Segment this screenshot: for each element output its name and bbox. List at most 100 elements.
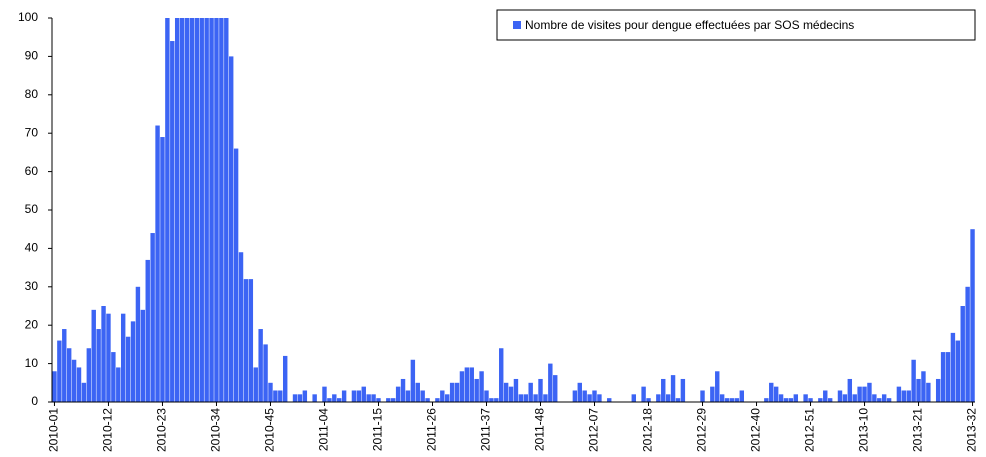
bar xyxy=(278,390,283,402)
bar xyxy=(209,18,214,402)
bar xyxy=(258,329,263,402)
y-tick-label: 60 xyxy=(25,164,39,178)
bar xyxy=(474,378,479,402)
bar xyxy=(228,56,234,402)
bar xyxy=(592,390,597,402)
bar xyxy=(415,382,420,402)
bar xyxy=(538,378,543,402)
bar xyxy=(238,252,244,402)
bar xyxy=(837,390,843,402)
bar xyxy=(440,390,445,402)
bar xyxy=(494,398,499,402)
bar xyxy=(847,378,853,402)
x-tick-label: 2011-15 xyxy=(371,408,385,451)
legend-label: Nombre de visites pour dengue effectuées… xyxy=(525,18,854,32)
bar xyxy=(764,398,769,402)
bar xyxy=(553,375,558,402)
bar xyxy=(607,398,612,402)
bar xyxy=(219,18,224,402)
y-tick-label: 70 xyxy=(25,125,39,139)
bar xyxy=(391,398,396,402)
bar xyxy=(337,398,342,402)
bar xyxy=(135,286,141,402)
y-tick-label: 0 xyxy=(31,394,38,408)
bar xyxy=(116,367,121,402)
bar xyxy=(793,394,799,402)
bar xyxy=(420,390,425,402)
bar xyxy=(469,367,474,402)
bar xyxy=(778,394,784,402)
bar xyxy=(872,394,877,402)
bar xyxy=(479,371,484,402)
bar xyxy=(548,363,553,402)
bar xyxy=(76,367,82,402)
bar xyxy=(130,321,136,402)
bar xyxy=(881,394,887,402)
bar xyxy=(327,398,332,402)
y-tick-label: 10 xyxy=(25,356,39,370)
x-tick-label: 2012-51 xyxy=(803,408,817,452)
bar xyxy=(184,18,190,402)
bar xyxy=(199,18,204,402)
bar xyxy=(405,390,411,402)
bar xyxy=(719,394,725,402)
bar xyxy=(886,398,892,402)
bar xyxy=(194,18,200,402)
bar xyxy=(189,18,195,402)
bar xyxy=(499,348,504,402)
bar xyxy=(155,125,160,402)
y-tick-label: 30 xyxy=(25,279,39,293)
bar xyxy=(587,394,592,402)
bar xyxy=(52,371,57,402)
bar xyxy=(332,394,337,402)
bar xyxy=(351,390,357,402)
bar xyxy=(940,352,946,402)
bar xyxy=(783,398,789,402)
bar xyxy=(911,359,916,402)
bar xyxy=(582,390,587,402)
bar xyxy=(513,378,519,402)
bar xyxy=(503,382,509,402)
x-tick-label: 2011-26 xyxy=(425,408,439,451)
y-tick-label: 80 xyxy=(25,87,39,101)
bar xyxy=(926,382,931,402)
bar xyxy=(386,398,391,402)
bar xyxy=(322,386,327,402)
bar xyxy=(376,398,381,402)
bar xyxy=(395,386,401,402)
bar xyxy=(410,359,416,402)
x-tick-label: 2010-45 xyxy=(263,408,277,452)
bar xyxy=(528,382,533,402)
bar xyxy=(646,398,651,402)
x-tick-label: 2010-12 xyxy=(101,408,115,452)
bar xyxy=(916,378,921,402)
bar xyxy=(857,386,862,402)
x-tick-label: 2012-29 xyxy=(695,408,709,452)
bar xyxy=(248,279,254,402)
bar xyxy=(773,386,779,402)
bar xyxy=(66,348,72,402)
bar xyxy=(282,355,288,402)
bars xyxy=(52,18,975,402)
bar xyxy=(661,378,666,402)
bar xyxy=(292,394,298,402)
bar xyxy=(361,386,366,402)
bar xyxy=(808,398,813,402)
bar xyxy=(57,340,62,402)
bar xyxy=(204,18,209,402)
bar xyxy=(224,18,229,402)
bar xyxy=(950,332,956,402)
x-tick-label: 2011-48 xyxy=(533,408,547,451)
bar xyxy=(788,398,794,402)
x-tick-label: 2010-34 xyxy=(209,408,223,452)
bar xyxy=(700,390,705,402)
legend-box xyxy=(496,9,976,41)
bar xyxy=(62,329,67,402)
bar xyxy=(867,382,872,402)
x-tick-label: 2010-23 xyxy=(155,408,169,452)
bar xyxy=(724,398,730,402)
bar xyxy=(273,390,278,402)
bar xyxy=(523,394,528,402)
x-tick-label: 2011-04 xyxy=(317,408,331,451)
bar xyxy=(877,398,882,402)
